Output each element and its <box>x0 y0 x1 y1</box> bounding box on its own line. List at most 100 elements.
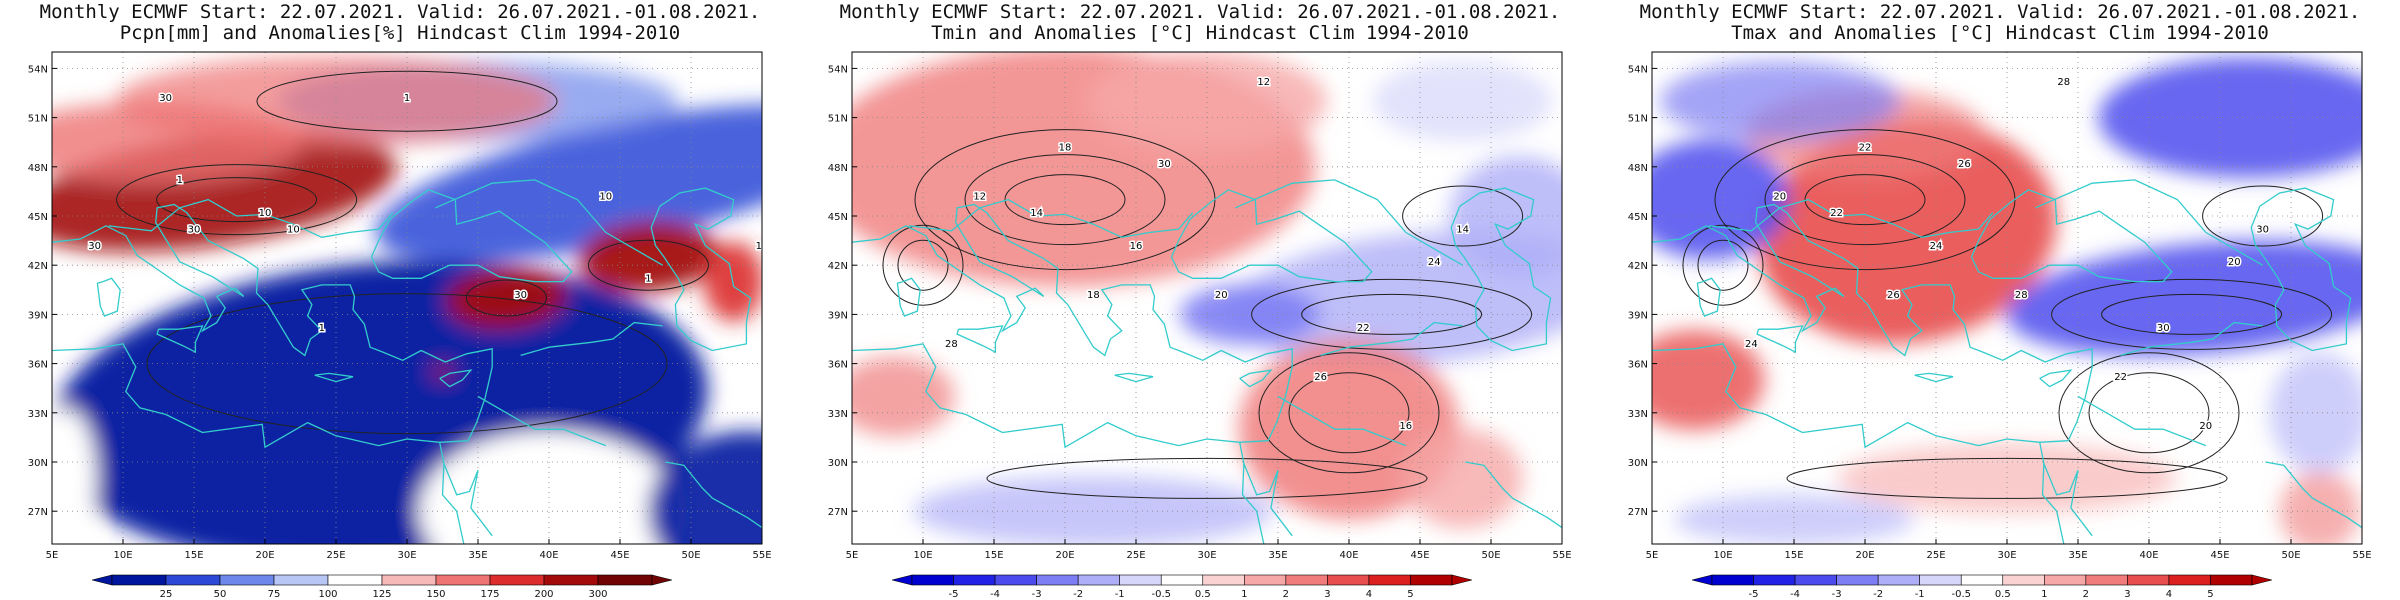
lat-label: 36N <box>1628 360 1648 371</box>
contour-line <box>146 293 668 435</box>
contour-label: 22 <box>1859 142 1872 153</box>
precip-map: 1 10 30 1 10 30 1 10 30 1 10 30 54N 51N 48N 45N 42N 39N 36… <box>28 51 772 600</box>
colorbar-swatch <box>1077 574 1120 586</box>
wet-region <box>116 56 556 147</box>
coastline <box>1970 189 2173 283</box>
coastline <box>52 203 493 449</box>
coastline <box>1696 277 1721 317</box>
lat-label: 48N <box>28 163 48 174</box>
colorbar-label: -4 <box>990 589 1000 600</box>
colorbar-swatch <box>994 574 1037 586</box>
coastline <box>370 189 573 283</box>
lat-label: 27N <box>28 507 48 518</box>
colorbar-label: -0.5 <box>1151 589 1171 600</box>
lat-label: 54N <box>828 64 848 75</box>
contour-line <box>1004 174 1126 226</box>
lat-label: 39N <box>828 310 848 321</box>
anomaly-field: 1 10 30 1 10 30 1 10 30 1 10 30 <box>52 52 762 544</box>
colorbar-swatch <box>435 574 491 586</box>
lat-label: 30N <box>1628 458 1648 469</box>
no-data-region <box>52 408 97 544</box>
warm-anomaly <box>852 356 955 437</box>
lon-label: 10E <box>113 550 132 561</box>
contour-label: 30 <box>2157 323 2170 334</box>
lon-label: 45E <box>610 550 629 561</box>
contour-label: 24 <box>1745 339 1758 350</box>
lon-label: 25E <box>1126 550 1145 561</box>
colorbar-swatch <box>1244 574 1287 586</box>
coastline <box>1465 461 1562 529</box>
contour-line <box>2051 278 2333 350</box>
colorbar-label: 75 <box>268 589 281 600</box>
colorbar-label: -5 <box>1749 589 1759 600</box>
cool-anomaly <box>1652 139 1789 260</box>
coastline <box>156 325 204 354</box>
coastline <box>665 461 762 529</box>
contour-line <box>1251 278 1533 350</box>
contour-label: 26 <box>1887 290 1900 301</box>
contour-line <box>2202 185 2324 247</box>
colorbar-label: 1 <box>1241 589 1247 600</box>
lat-label: 45N <box>828 212 848 223</box>
lat-label: 42N <box>828 261 848 272</box>
dry-region <box>375 104 762 262</box>
coastline <box>2120 321 2263 357</box>
colorbar-label: 175 <box>480 589 499 600</box>
colorbar-arrow <box>1451 574 1473 586</box>
contour-label: 26 <box>1314 372 1327 383</box>
contour-line <box>2088 372 2210 454</box>
colorbar-swatch <box>1753 574 1796 586</box>
contour-line <box>1402 185 1524 247</box>
colorbar-swatch <box>1919 574 1962 586</box>
colorbar-label: 3 <box>1324 589 1330 600</box>
coastline <box>96 277 121 317</box>
warm-anomaly <box>2279 471 2360 544</box>
warm-anomaly <box>1087 52 1327 152</box>
contour-label: 22 <box>1830 208 1843 219</box>
lon-label: 5E <box>846 550 859 561</box>
coastline <box>108 198 394 238</box>
coastline <box>1320 321 1463 357</box>
colorbar-swatch <box>2044 574 2087 586</box>
lat-label: 36N <box>828 360 848 371</box>
anomaly-field: 20 22 24 26 28 30 20 22 24 26 28 30 20 22 <box>1652 52 2362 544</box>
contour-line <box>1804 174 1926 226</box>
contour-label: 20 <box>1773 192 1786 203</box>
cool-anomaly <box>2269 352 2362 473</box>
contour-label: 20 <box>2199 421 2212 432</box>
tmax-panel: Monthly ECMWF Start: 22.07.2021. Valid: … <box>1600 0 2400 600</box>
lat-label: 33N <box>828 409 848 420</box>
colorbar-label: -2 <box>1073 589 1083 600</box>
grid <box>852 52 1562 544</box>
warm-anomaly <box>1402 428 1523 529</box>
contour-line <box>116 164 358 236</box>
contour-label: 18 <box>1087 290 1100 301</box>
lon-label: 25E <box>1926 550 1945 561</box>
contour-line <box>2058 352 2240 474</box>
contour-label: 28 <box>945 339 958 350</box>
lon-label: 20E <box>1855 550 1874 561</box>
coastline <box>896 277 921 317</box>
coastline <box>2039 442 2093 537</box>
coastline <box>2265 461 2362 529</box>
coastline <box>520 321 663 357</box>
colorbar-arrow <box>891 574 913 586</box>
lon-label: 40E <box>1339 550 1358 561</box>
colorbar-arrow <box>91 574 113 586</box>
lon-label: 15E <box>184 550 203 561</box>
coastlines <box>852 179 1562 544</box>
contour-label: 14 <box>1030 208 1043 219</box>
coastline <box>956 325 1004 354</box>
coastline <box>1914 372 1954 383</box>
anomaly-field: 12 14 16 18 20 22 24 26 28 30 12 14 16 18 <box>852 52 1562 544</box>
panel-title-line2: Pcpn[mm] and Anomalies[%] Hindcast Clim … <box>119 22 681 44</box>
contour-label: 12 <box>973 192 986 203</box>
contour-line <box>2101 293 2283 335</box>
lon-label: 55E <box>2352 550 2371 561</box>
wet-region <box>432 365 453 378</box>
lon-label: 55E <box>1552 550 1571 561</box>
lat-label: 27N <box>828 507 848 518</box>
colorbar-label: 25 <box>160 589 173 600</box>
colorbar-label: 5 <box>1407 589 1413 600</box>
colorbar-swatch <box>1285 574 1328 586</box>
